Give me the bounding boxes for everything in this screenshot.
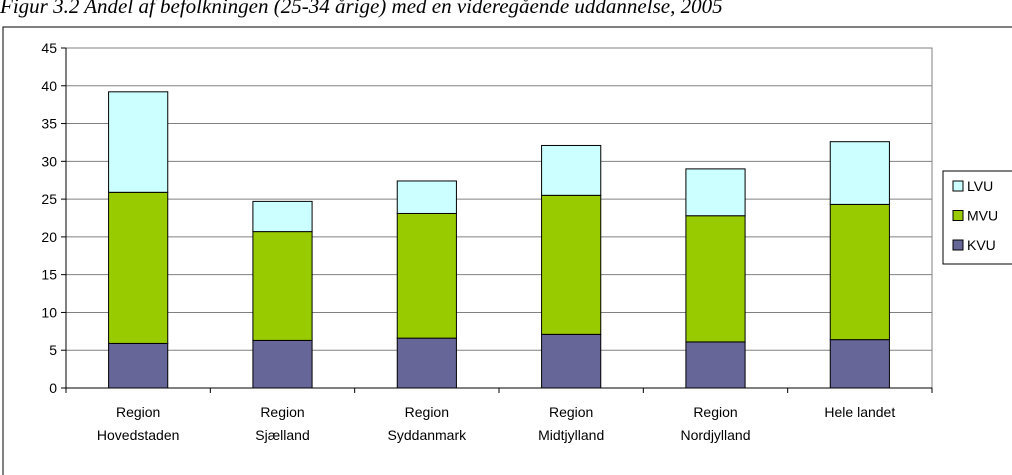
x-category-label: Region Midtjylland xyxy=(538,404,604,443)
bar-mvu-region-nordjylland xyxy=(685,215,746,343)
x-category-label: Region Hovedstaden xyxy=(97,404,180,443)
bar-mvu-region-midtjylland xyxy=(541,194,602,335)
x-category-label-line: Region xyxy=(549,404,593,420)
y-axis: 0 5 10 15 20 25 30 35 40 45 xyxy=(41,40,67,396)
x-category-label-line: Nordjylland xyxy=(680,427,750,443)
x-axis: Region Hovedstaden Region Sjælland Region Syd… xyxy=(65,387,933,443)
x-category-label-line: Region xyxy=(260,404,304,420)
bar-kvu-hele-landet xyxy=(829,339,890,389)
bar-kvu-region-syddanmark xyxy=(396,337,457,389)
x-category-label-line: Midtjylland xyxy=(538,427,604,443)
x-category-label: Region Sjælland xyxy=(255,404,309,443)
x-category-label-line: Region xyxy=(405,404,449,420)
bar-lvu-region-sj-lland xyxy=(252,200,313,233)
bars xyxy=(108,91,890,389)
y-tick-label: 5 xyxy=(49,342,57,358)
y-tick-label: 20 xyxy=(41,229,57,245)
x-category-label-line: Hovedstaden xyxy=(97,427,180,443)
x-category-label-line: Sjælland xyxy=(255,427,309,443)
legend-swatch-lvu xyxy=(952,180,964,192)
x-category-label: Hele landet xyxy=(824,404,895,420)
chart-caption: Figur 3.2 Andel af befolkningen (25-34 å… xyxy=(0,0,723,18)
bar-lvu-hele-landet xyxy=(829,141,890,205)
y-tick-label: 45 xyxy=(41,40,57,56)
legend-swatch-mvu xyxy=(952,210,964,221)
legend: LVU MVU KVU xyxy=(942,170,1012,265)
gridlines xyxy=(66,85,932,351)
y-tick-label: 15 xyxy=(41,267,57,283)
x-category-label: Region Syddanmark xyxy=(388,404,468,443)
bar-lvu-region-nordjylland xyxy=(685,168,746,217)
x-category-label-line: Syddanmark xyxy=(388,427,468,443)
bar-lvu-region-hovedstaden xyxy=(108,91,169,193)
y-tick-label: 30 xyxy=(41,153,57,169)
legend-label-mvu: MVU xyxy=(967,208,998,224)
y-tick-label: 25 xyxy=(41,191,57,207)
bar-mvu-region-sj-lland xyxy=(252,231,313,341)
y-tick-label: 40 xyxy=(41,78,57,94)
y-tick-label: 10 xyxy=(41,304,57,320)
plot-area xyxy=(65,47,933,389)
bar-mvu-hele-landet xyxy=(829,203,890,341)
bar-kvu-region-hovedstaden xyxy=(108,342,169,389)
x-category-label-line: Region xyxy=(693,404,737,420)
bar-lvu-region-syddanmark xyxy=(396,180,457,214)
y-tick-label: 35 xyxy=(41,116,57,132)
x-category-label: Region Nordjylland xyxy=(680,404,750,443)
bar-lvu-region-midtjylland xyxy=(541,144,602,196)
legend-label-lvu: LVU xyxy=(967,178,993,194)
bar-mvu-region-syddanmark xyxy=(396,212,457,339)
bar-kvu-region-nordjylland xyxy=(685,341,746,389)
bar-kvu-region-midtjylland xyxy=(541,333,602,389)
legend-swatch-kvu xyxy=(952,239,964,251)
legend-label-kvu: KVU xyxy=(967,237,996,253)
x-category-label-line: Region xyxy=(116,404,160,420)
x-category-label-line: Hele landet xyxy=(824,404,895,420)
y-tick-label: 0 xyxy=(49,380,57,396)
bar-kvu-region-sj-lland xyxy=(252,339,313,389)
bar-mvu-region-hovedstaden xyxy=(108,191,169,344)
